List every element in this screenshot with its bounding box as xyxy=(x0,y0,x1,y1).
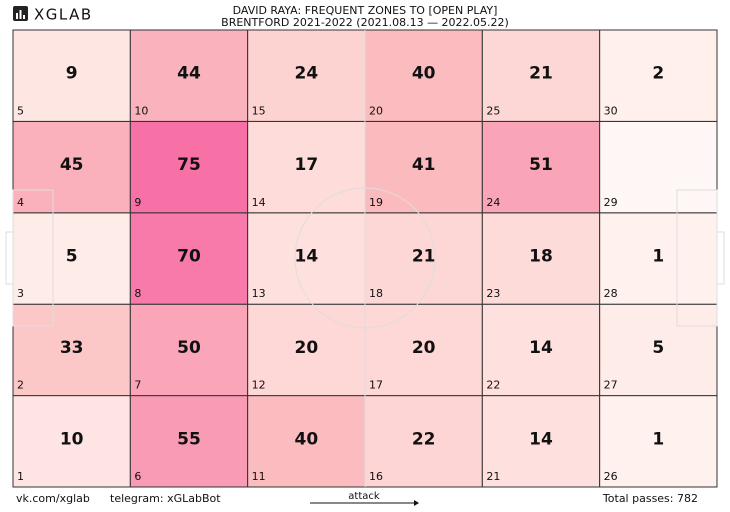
zone-number: 13 xyxy=(252,287,266,300)
zone-number: 6 xyxy=(134,470,141,483)
zone-count: 55 xyxy=(177,429,201,449)
total-label: Total passes: xyxy=(602,492,674,505)
zone xyxy=(364,303,483,397)
zone xyxy=(247,303,366,397)
zone-number: 24 xyxy=(486,196,500,209)
zone-number: 18 xyxy=(369,287,383,300)
zone-count: 14 xyxy=(529,429,553,449)
zone-number: 25 xyxy=(486,104,500,117)
zone-count: 9 xyxy=(66,64,78,84)
zone-count: 14 xyxy=(529,338,553,358)
zone-number: 29 xyxy=(604,196,618,209)
zone xyxy=(247,212,366,305)
zone-count: 10 xyxy=(60,429,84,449)
zone-count: 51 xyxy=(529,155,553,175)
chart-subtitle: BRENTFORD 2021-2022 (2021.08.13 — 2022.0… xyxy=(221,16,509,29)
zone xyxy=(481,303,601,397)
zone-count: 70 xyxy=(177,247,201,267)
zone-count: 50 xyxy=(177,338,201,358)
zone xyxy=(364,395,483,488)
zone-count: 75 xyxy=(177,155,201,175)
zone-count: 40 xyxy=(294,429,318,449)
zone-count: 40 xyxy=(412,64,436,84)
direction-arrowhead xyxy=(414,500,419,506)
zone-number: 26 xyxy=(604,470,618,483)
zone-number: 3 xyxy=(17,287,24,300)
zone-number: 7 xyxy=(134,379,141,392)
zone-count: 2 xyxy=(652,64,664,84)
zone-number: 21 xyxy=(486,470,500,483)
zone-number: 20 xyxy=(369,104,383,117)
zone xyxy=(599,303,718,397)
zone xyxy=(129,29,249,122)
zone-count: 21 xyxy=(412,247,436,267)
zone-number: 17 xyxy=(369,379,383,392)
zone-number: 8 xyxy=(134,287,141,300)
zone xyxy=(129,212,249,305)
zone xyxy=(481,29,601,122)
zone-number: 14 xyxy=(252,196,266,209)
zone xyxy=(599,120,718,214)
zone-count: 5 xyxy=(66,247,78,267)
zone-count: 44 xyxy=(177,64,201,84)
zone-number: 10 xyxy=(134,104,148,117)
footer-vk: vk.com/xglab xyxy=(16,492,90,505)
zone-count: 45 xyxy=(60,155,84,175)
zone-number: 1 xyxy=(17,470,24,483)
zone-number: 2 xyxy=(17,379,24,392)
zone-number: 12 xyxy=(252,379,266,392)
zone xyxy=(599,395,718,488)
zone-number: 23 xyxy=(486,287,500,300)
zone xyxy=(129,120,249,214)
logo: XGLAB xyxy=(13,6,93,24)
zone xyxy=(599,212,718,305)
zone xyxy=(599,29,718,122)
total-passes: Total passes: 782 xyxy=(602,492,698,505)
zone-count: 24 xyxy=(294,64,318,84)
zone xyxy=(364,29,483,122)
zone xyxy=(481,212,601,305)
zone-count: 17 xyxy=(294,155,318,175)
chart-title: DAVID RAYA: FREQUENT ZONES TO [OPEN PLAY… xyxy=(233,4,498,17)
zone-number: 19 xyxy=(369,196,383,209)
zone-number: 11 xyxy=(252,470,266,483)
zone-number: 9 xyxy=(134,196,141,209)
zone-count: 14 xyxy=(294,247,318,267)
zone xyxy=(12,212,131,305)
pitch-lines xyxy=(5,30,725,487)
zone-number: 27 xyxy=(604,379,618,392)
zone-number: 28 xyxy=(604,287,618,300)
zone-number: 15 xyxy=(252,104,266,117)
zone xyxy=(12,395,131,488)
logo-text: XGLAB xyxy=(34,6,93,24)
zone-number: 4 xyxy=(17,196,24,209)
zone-count: 1 xyxy=(652,247,664,267)
zone-count: 22 xyxy=(412,429,436,449)
zone-count: 5 xyxy=(652,338,664,358)
zone xyxy=(364,120,483,214)
zone xyxy=(12,29,131,122)
zone-count: 20 xyxy=(294,338,318,358)
zone-number: 30 xyxy=(604,104,618,117)
zone-number: 16 xyxy=(369,470,383,483)
zone-number: 5 xyxy=(17,104,24,117)
zone-count: 20 xyxy=(412,338,436,358)
zone xyxy=(247,120,366,214)
zone-count: 41 xyxy=(412,155,436,175)
zone xyxy=(481,120,601,214)
zone xyxy=(129,303,249,397)
zone-count: 21 xyxy=(529,64,553,84)
zone xyxy=(364,212,483,305)
zone-number: 22 xyxy=(486,379,500,392)
zone xyxy=(247,29,366,122)
zone-count: 1 xyxy=(652,429,664,449)
zone xyxy=(481,395,601,488)
zone-count: 33 xyxy=(60,338,84,358)
zone-count: 18 xyxy=(529,247,553,267)
zone xyxy=(12,120,131,214)
total-value: 782 xyxy=(677,492,698,505)
direction-label: attack xyxy=(348,491,380,502)
footer-telegram: telegram: xGLabBot xyxy=(110,492,221,505)
